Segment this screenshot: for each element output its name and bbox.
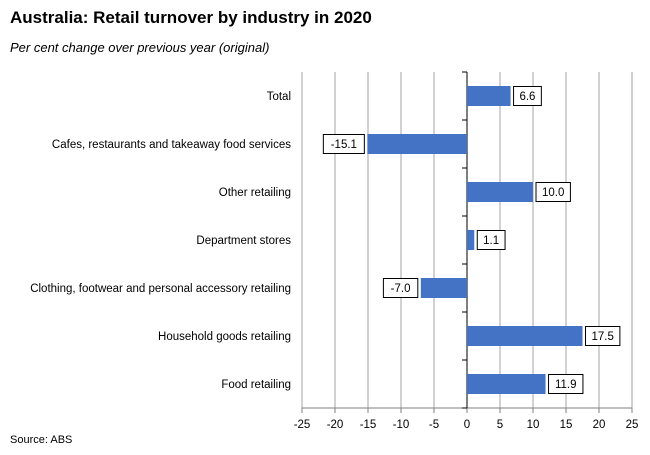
data-label-box xyxy=(382,278,419,298)
data-label-box xyxy=(535,182,571,202)
data-label-box xyxy=(513,86,542,106)
data-label-box xyxy=(322,134,365,154)
chart-title: Australia: Retail turnover by industry i… xyxy=(10,8,372,27)
data-label-box xyxy=(548,374,584,394)
x-tick-label: 0 xyxy=(464,419,470,431)
source-note: Source: ABS xyxy=(10,434,73,446)
category-label: Household goods retailing xyxy=(158,331,291,343)
bar xyxy=(420,278,467,298)
category-label: Total xyxy=(267,91,291,103)
x-tick-label: -25 xyxy=(294,419,311,431)
data-label: 11.9 xyxy=(555,379,577,391)
x-tick-label: -15 xyxy=(360,419,377,431)
category-label: Food retailing xyxy=(221,379,291,391)
x-tick-label: -20 xyxy=(327,419,344,431)
chart-subtitle: Per cent change over previous year (orig… xyxy=(10,40,270,55)
bar xyxy=(367,134,467,154)
data-label-box xyxy=(585,326,621,346)
x-tick-label: 5 xyxy=(497,419,503,431)
data-label-box xyxy=(476,230,506,250)
data-label: 10.0 xyxy=(542,187,564,199)
x-tick-label: 15 xyxy=(560,419,573,431)
category-label: Department stores xyxy=(196,235,291,247)
x-tick-label: 20 xyxy=(593,419,606,431)
bar xyxy=(467,86,511,106)
data-label: -7.0 xyxy=(391,283,411,295)
data-label: 6.6 xyxy=(519,91,535,103)
data-label: -15.1 xyxy=(331,139,357,151)
category-label: Cafes, restaurants and takeaway food ser… xyxy=(52,139,291,151)
data-label: 1.1 xyxy=(483,235,499,247)
x-tick-label: -10 xyxy=(393,419,410,431)
bar xyxy=(467,182,533,202)
x-tick-label: -5 xyxy=(429,419,439,431)
bar xyxy=(467,326,583,346)
bar xyxy=(467,230,475,250)
category-label: Clothing, footwear and personal accessor… xyxy=(30,283,291,295)
data-label: 17.5 xyxy=(592,331,614,343)
bar xyxy=(467,374,546,394)
x-tick-label: 25 xyxy=(626,419,639,431)
x-tick-label: 10 xyxy=(527,419,540,431)
category-label: Other retailing xyxy=(219,187,291,199)
